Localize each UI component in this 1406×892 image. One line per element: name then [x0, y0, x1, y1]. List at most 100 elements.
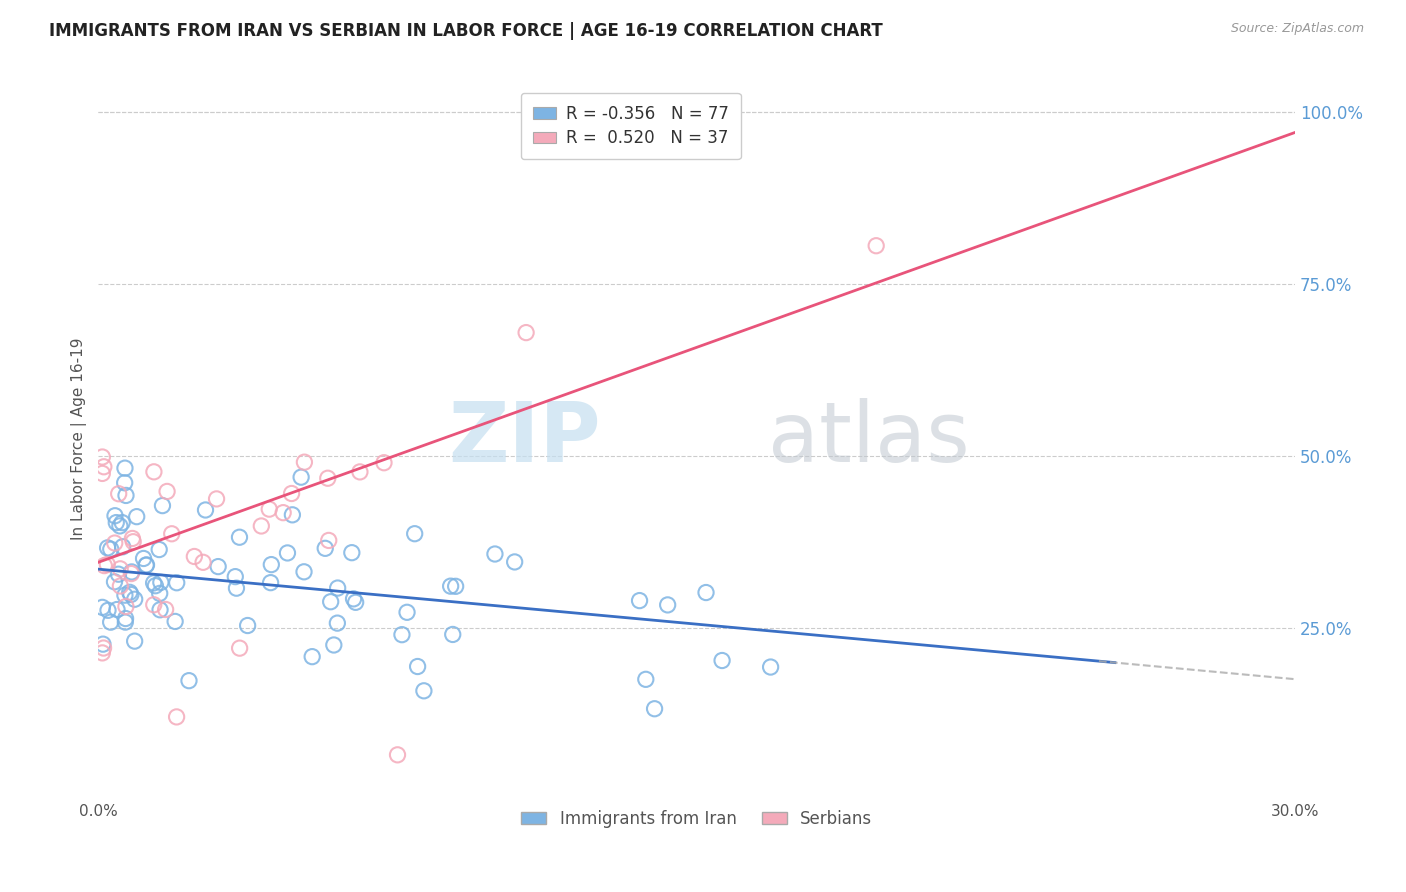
Point — [114, 611, 136, 625]
Point — [100, 615, 122, 629]
Point — [114, 461, 136, 475]
Point — [340, 546, 363, 560]
Point — [91, 600, 114, 615]
Point — [259, 575, 281, 590]
Point — [114, 615, 136, 629]
Point — [322, 638, 344, 652]
Point — [115, 488, 138, 502]
Point — [104, 536, 127, 550]
Point — [191, 555, 214, 569]
Point — [149, 575, 172, 590]
Point — [711, 653, 734, 667]
Point — [281, 508, 304, 522]
Point — [93, 641, 115, 656]
Point — [160, 526, 183, 541]
Point — [292, 565, 315, 579]
Point — [135, 558, 157, 572]
Point — [228, 530, 250, 544]
Point — [326, 581, 349, 595]
Point — [865, 238, 887, 252]
Point — [104, 508, 127, 523]
Point — [105, 602, 128, 616]
Point — [142, 576, 165, 591]
Point — [91, 637, 114, 651]
Point — [695, 585, 717, 599]
Point — [91, 450, 114, 464]
Point — [404, 526, 426, 541]
Point — [342, 591, 364, 606]
Point — [118, 585, 141, 599]
Point — [103, 574, 125, 589]
Text: IMMIGRANTS FROM IRAN VS SERBIAN IN LABOR FORCE | AGE 16-19 CORRELATION CHART: IMMIGRANTS FROM IRAN VS SERBIAN IN LABOR… — [49, 22, 883, 40]
Point — [114, 475, 136, 490]
Point — [515, 326, 537, 340]
Point — [177, 673, 200, 688]
Point — [111, 540, 134, 554]
Point — [135, 558, 157, 573]
Point — [319, 595, 342, 609]
Point — [148, 542, 170, 557]
Point — [114, 588, 136, 602]
Point — [125, 509, 148, 524]
Point — [100, 542, 122, 557]
Point — [166, 710, 188, 724]
Point — [165, 615, 187, 629]
Point — [156, 484, 179, 499]
Point — [644, 702, 666, 716]
Point — [316, 471, 339, 485]
Text: atlas: atlas — [769, 398, 970, 479]
Point — [110, 562, 132, 576]
Point — [236, 618, 259, 632]
Point — [292, 455, 315, 469]
Point — [111, 516, 134, 530]
Point — [280, 486, 302, 500]
Point — [105, 516, 128, 530]
Point — [412, 683, 434, 698]
Point — [484, 547, 506, 561]
Point — [391, 628, 413, 642]
Point — [349, 465, 371, 479]
Point — [120, 566, 142, 581]
Point — [205, 491, 228, 506]
Point — [120, 587, 142, 601]
Point — [149, 603, 172, 617]
Point — [228, 641, 250, 656]
Point — [441, 627, 464, 641]
Point — [406, 659, 429, 673]
Point — [115, 599, 138, 614]
Legend: Immigrants from Iran, Serbians: Immigrants from Iran, Serbians — [515, 803, 879, 835]
Point — [301, 649, 323, 664]
Point — [124, 592, 146, 607]
Point — [96, 558, 118, 572]
Point — [183, 549, 205, 564]
Point — [387, 747, 409, 762]
Point — [444, 579, 467, 593]
Point — [314, 541, 336, 556]
Point — [142, 465, 165, 479]
Point — [108, 519, 131, 533]
Point — [628, 593, 651, 607]
Point — [373, 456, 395, 470]
Y-axis label: In Labor Force | Age 16-19: In Labor Force | Age 16-19 — [72, 337, 87, 540]
Point — [207, 559, 229, 574]
Point — [759, 660, 782, 674]
Point — [107, 487, 129, 501]
Point — [503, 555, 526, 569]
Text: ZIP: ZIP — [449, 398, 600, 479]
Point — [194, 503, 217, 517]
Point — [107, 567, 129, 582]
Point — [142, 598, 165, 612]
Point — [257, 502, 280, 516]
Point — [634, 673, 657, 687]
Point — [225, 581, 247, 595]
Point — [152, 499, 174, 513]
Point — [271, 506, 294, 520]
Point — [318, 533, 340, 548]
Point — [110, 579, 132, 593]
Text: Source: ZipAtlas.com: Source: ZipAtlas.com — [1230, 22, 1364, 36]
Point — [124, 634, 146, 648]
Point — [93, 459, 115, 474]
Point — [91, 646, 114, 660]
Point — [97, 603, 120, 617]
Point — [97, 541, 120, 555]
